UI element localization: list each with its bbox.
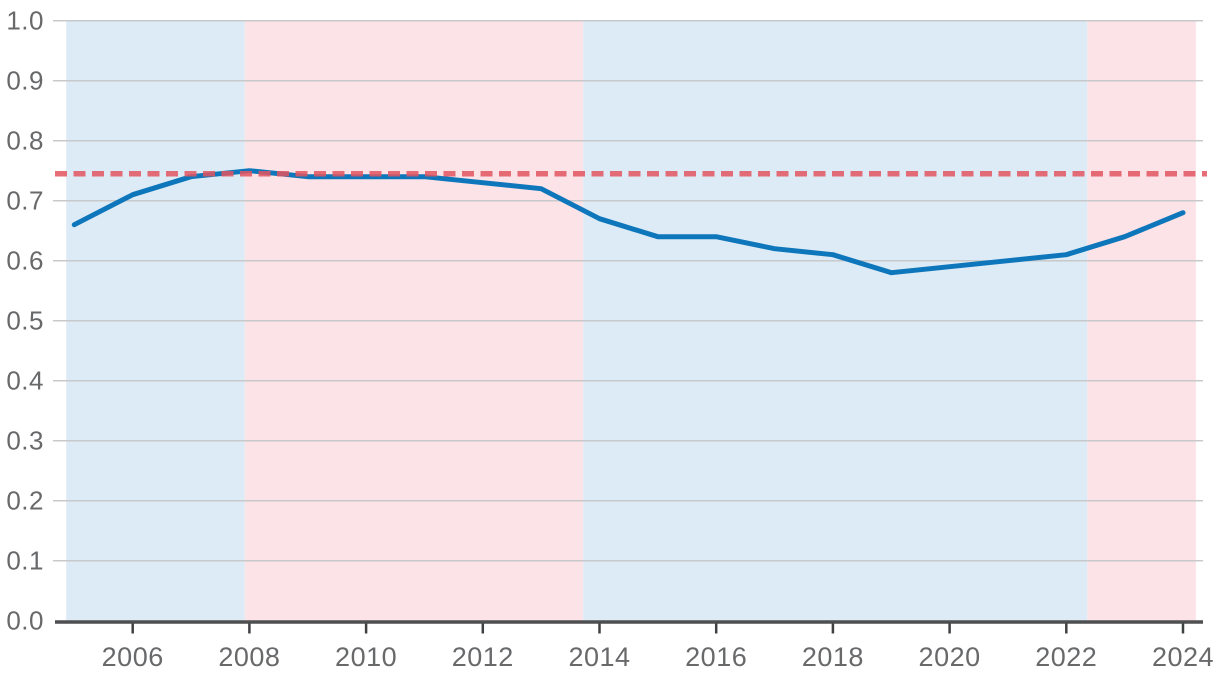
x-axis-tick-label: 2018 [802,642,864,672]
x-axis-tick-label: 2020 [919,642,981,672]
y-axis-tick-label: 0.8 [6,126,44,156]
y-axis-tick-label: 0.4 [6,366,44,396]
y-axis-tick-label: 0.0 [6,606,44,636]
x-axis-tick-label: 2006 [102,642,164,672]
y-axis-tick-label: 0.5 [6,306,44,336]
x-axis-tick-label: 2016 [685,642,747,672]
y-axis-tick-label: 0.6 [6,246,44,276]
x-axis-tick-label: 2012 [452,642,514,672]
y-axis-tick-label: 0.3 [6,426,44,456]
y-axis-tick-label: 0.1 [6,546,44,576]
x-axis-tick-label: 2008 [218,642,280,672]
x-axis-tick-label: 2022 [1035,642,1097,672]
y-axis-tick-label: 0.7 [6,186,44,216]
x-axis-tick-label: 2010 [335,642,397,672]
y-axis-tick-label: 1.0 [6,6,44,36]
x-axis-tick-label: 2014 [568,642,630,672]
y-axis-tick-label: 0.2 [6,486,44,516]
y-axis-tick-label: 0.9 [6,66,44,96]
x-axis-tick-label: 2024 [1152,642,1214,672]
